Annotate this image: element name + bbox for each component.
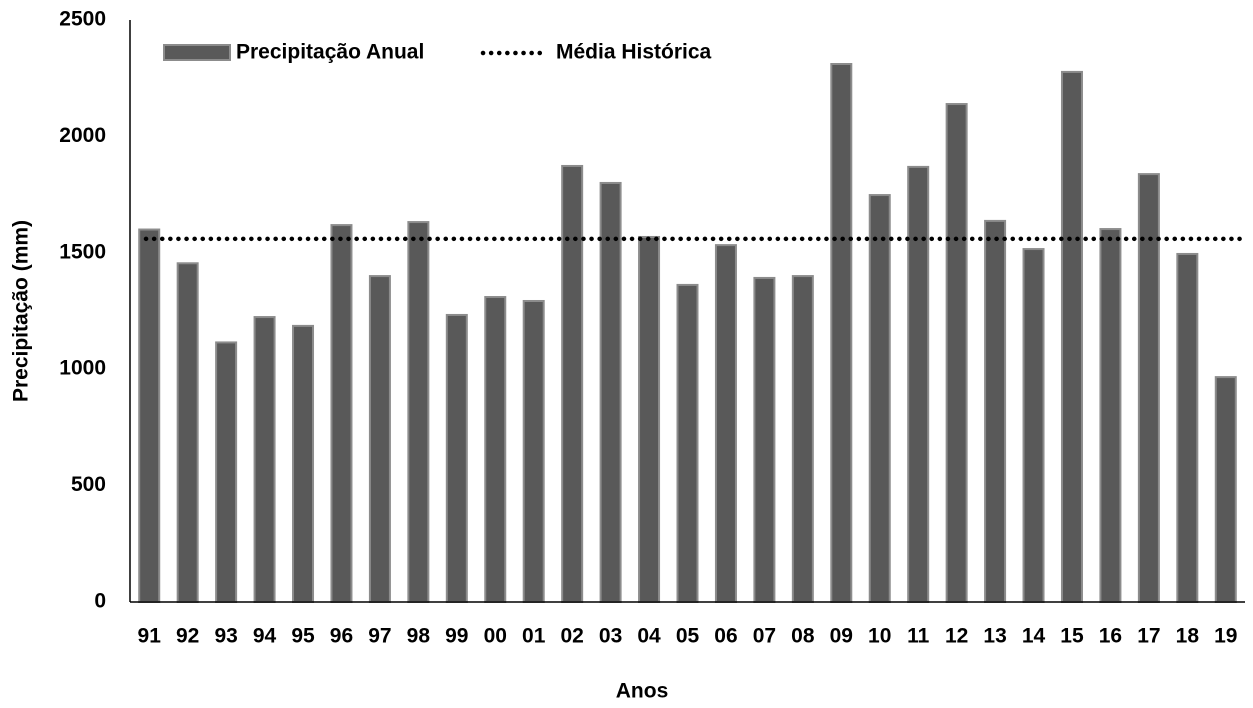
bar xyxy=(984,219,1007,603)
x-tick-label: 93 xyxy=(214,625,237,648)
x-tick-label: 95 xyxy=(291,625,315,648)
x-tick-label: 05 xyxy=(676,625,700,648)
x-tick-label: 19 xyxy=(1214,625,1237,648)
x-tick-label: 04 xyxy=(637,625,661,648)
bar xyxy=(791,275,814,603)
bar xyxy=(1099,228,1122,603)
x-tick-label: 17 xyxy=(1137,625,1160,648)
legend-label: Precipitação Anual xyxy=(236,41,424,64)
x-tick-label: 07 xyxy=(753,625,776,648)
y-tick-label: 0 xyxy=(94,590,106,613)
bar xyxy=(176,262,199,603)
x-tick-label: 03 xyxy=(599,625,622,648)
bar xyxy=(1060,70,1083,603)
x-tick-label: 97 xyxy=(368,625,391,648)
x-tick-label: 18 xyxy=(1176,625,1200,648)
x-tick-label: 99 xyxy=(445,625,468,648)
y-axis-label: Precipitação (mm) xyxy=(10,220,33,402)
x-tick-label: 01 xyxy=(522,625,546,648)
bar xyxy=(445,313,468,603)
x-tick-label: 08 xyxy=(791,625,815,648)
bar xyxy=(138,228,161,604)
bar xyxy=(561,164,584,603)
bar xyxy=(1214,376,1237,603)
bar xyxy=(330,224,353,603)
x-tick-label: 09 xyxy=(830,625,853,648)
x-tick-label: 96 xyxy=(330,625,353,648)
x-tick-label: 13 xyxy=(983,625,1006,648)
x-tick-label: 98 xyxy=(407,625,431,648)
bar xyxy=(253,316,276,603)
bar xyxy=(368,275,391,603)
bar xyxy=(638,235,661,603)
x-tick-label: 06 xyxy=(714,625,737,648)
x-axis-label: Anos xyxy=(616,680,669,703)
legend-label: Média Histórica xyxy=(556,41,712,64)
bar xyxy=(292,324,315,603)
x-tick-label: 10 xyxy=(868,625,891,648)
x-tick-label: 15 xyxy=(1060,625,1084,648)
x-tick-label: 02 xyxy=(560,625,583,648)
bar xyxy=(522,299,545,603)
x-tick-label: 00 xyxy=(484,625,507,648)
bar xyxy=(907,165,930,604)
bar xyxy=(215,341,238,603)
x-tick-label: 16 xyxy=(1099,625,1122,648)
x-tick-label: 91 xyxy=(138,625,162,648)
x-tick-label: 11 xyxy=(907,625,930,648)
bar xyxy=(484,296,507,603)
bar xyxy=(830,62,853,603)
x-tick-label: 92 xyxy=(176,625,199,648)
bar xyxy=(945,103,968,603)
bar xyxy=(1022,248,1045,603)
legend-swatch xyxy=(163,44,231,61)
bar xyxy=(753,276,776,603)
y-tick-label: 1000 xyxy=(59,357,106,380)
x-tick-label: 94 xyxy=(253,625,277,648)
y-tick-label: 2500 xyxy=(59,8,106,31)
x-tick-label: 14 xyxy=(1022,625,1046,648)
y-tick-label: 2000 xyxy=(59,124,106,147)
bar xyxy=(407,221,430,603)
bar xyxy=(868,194,891,603)
y-tick-label: 1500 xyxy=(59,240,106,263)
bar xyxy=(714,244,737,603)
bar xyxy=(599,181,622,604)
x-tick-label: 12 xyxy=(945,625,968,648)
y-tick-label: 500 xyxy=(71,473,106,496)
bar xyxy=(1176,252,1199,604)
bar xyxy=(676,283,699,603)
